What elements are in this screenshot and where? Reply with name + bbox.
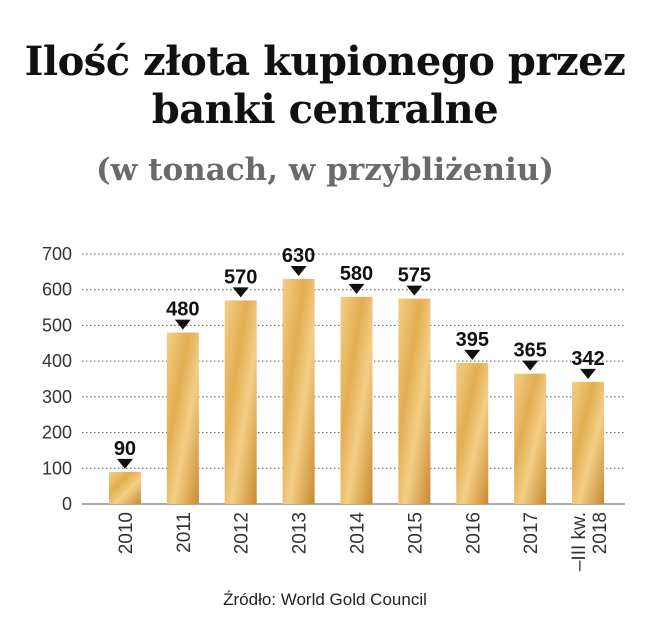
data-label-pointer bbox=[232, 287, 249, 298]
data-label: 630 bbox=[282, 245, 315, 267]
data-label: 395 bbox=[456, 329, 489, 351]
x-tick-label: 2015 bbox=[405, 512, 426, 554]
x-tick-label: –III kw. 2018 bbox=[569, 512, 611, 571]
bar bbox=[398, 298, 431, 504]
data-label: 575 bbox=[398, 265, 431, 287]
chart-title: Ilość złota kupionego przez banki centra… bbox=[0, 38, 650, 134]
bar bbox=[224, 300, 257, 504]
x-tick-label: 2014 bbox=[348, 512, 369, 555]
x-tick-label: 2010 bbox=[116, 512, 137, 554]
y-tick-label: 500 bbox=[42, 315, 72, 335]
data-label-pointer bbox=[464, 349, 481, 360]
x-tick-label-line: –III kw. bbox=[569, 512, 590, 571]
x-tick-label-line: 2014 bbox=[348, 512, 369, 555]
bar bbox=[514, 373, 547, 504]
data-label-pointer bbox=[116, 458, 133, 469]
x-tick-label-line: 2018 bbox=[590, 512, 611, 554]
bars bbox=[108, 279, 605, 504]
bar bbox=[572, 381, 605, 504]
y-tick-label: 400 bbox=[42, 351, 72, 371]
x-tick-label: 2012 bbox=[232, 512, 253, 554]
x-tick-label: 2016 bbox=[463, 512, 484, 554]
bar bbox=[456, 362, 489, 504]
data-label-pointer bbox=[348, 283, 365, 294]
x-tick-label-line: 2012 bbox=[232, 512, 253, 554]
data-label: 480 bbox=[166, 299, 199, 321]
x-tick-label-line: 2017 bbox=[521, 512, 542, 554]
bar bbox=[340, 296, 373, 504]
x-tick-label-line: 2010 bbox=[116, 512, 137, 554]
data-label: 365 bbox=[513, 340, 546, 362]
y-tick-label: 0 bbox=[62, 494, 72, 514]
bar bbox=[282, 279, 315, 504]
x-tick-label: 2013 bbox=[290, 512, 311, 554]
data-label-pointer bbox=[580, 368, 597, 379]
chart-subtitle: (w tonach, w przybliżeniu) bbox=[96, 152, 554, 188]
x-tick-label-line: 2015 bbox=[405, 512, 426, 554]
data-label-pointer bbox=[174, 319, 191, 330]
y-tick-label: 200 bbox=[42, 423, 72, 443]
data-label: 90 bbox=[114, 438, 136, 460]
x-tick-label-line: 2011 bbox=[174, 512, 195, 553]
data-label-pointer bbox=[406, 285, 423, 296]
data-label: 580 bbox=[340, 263, 373, 285]
x-tick-label: 2011 bbox=[174, 512, 195, 553]
y-tick-label: 300 bbox=[42, 387, 72, 407]
source-note: Źródło: World Gold Council bbox=[223, 590, 427, 609]
x-tick-label: 2017 bbox=[521, 512, 542, 554]
chart-title-line-1: Ilość złota kupionego przez bbox=[24, 38, 626, 85]
data-label-pointer bbox=[522, 360, 539, 371]
y-tick-label: 600 bbox=[42, 280, 72, 300]
bar bbox=[166, 332, 199, 504]
bar bbox=[108, 471, 141, 504]
x-axis-ticks: 2010 2011 2012 2013 2014 2015 2016 2017 –III kw.… bbox=[116, 512, 611, 572]
y-axis-ticks: 0 100 200 300 400 500 600 700 bbox=[42, 244, 72, 514]
data-label-pointer bbox=[290, 266, 307, 276]
y-tick-label: 700 bbox=[42, 244, 72, 264]
data-labels: 90 480 570 630 580 575 395 365 342 bbox=[114, 245, 605, 469]
y-tick-label: 100 bbox=[42, 458, 72, 478]
chart-title-line-2: banki centralne bbox=[151, 86, 499, 133]
x-tick-label-line: 2016 bbox=[463, 512, 484, 554]
x-tick-label-line: 2013 bbox=[290, 512, 311, 554]
data-label: 342 bbox=[571, 348, 604, 370]
bar-chart: 0 100 200 300 400 500 600 700 90 480 570 630 580 575… bbox=[42, 244, 625, 572]
data-label: 570 bbox=[224, 266, 257, 288]
